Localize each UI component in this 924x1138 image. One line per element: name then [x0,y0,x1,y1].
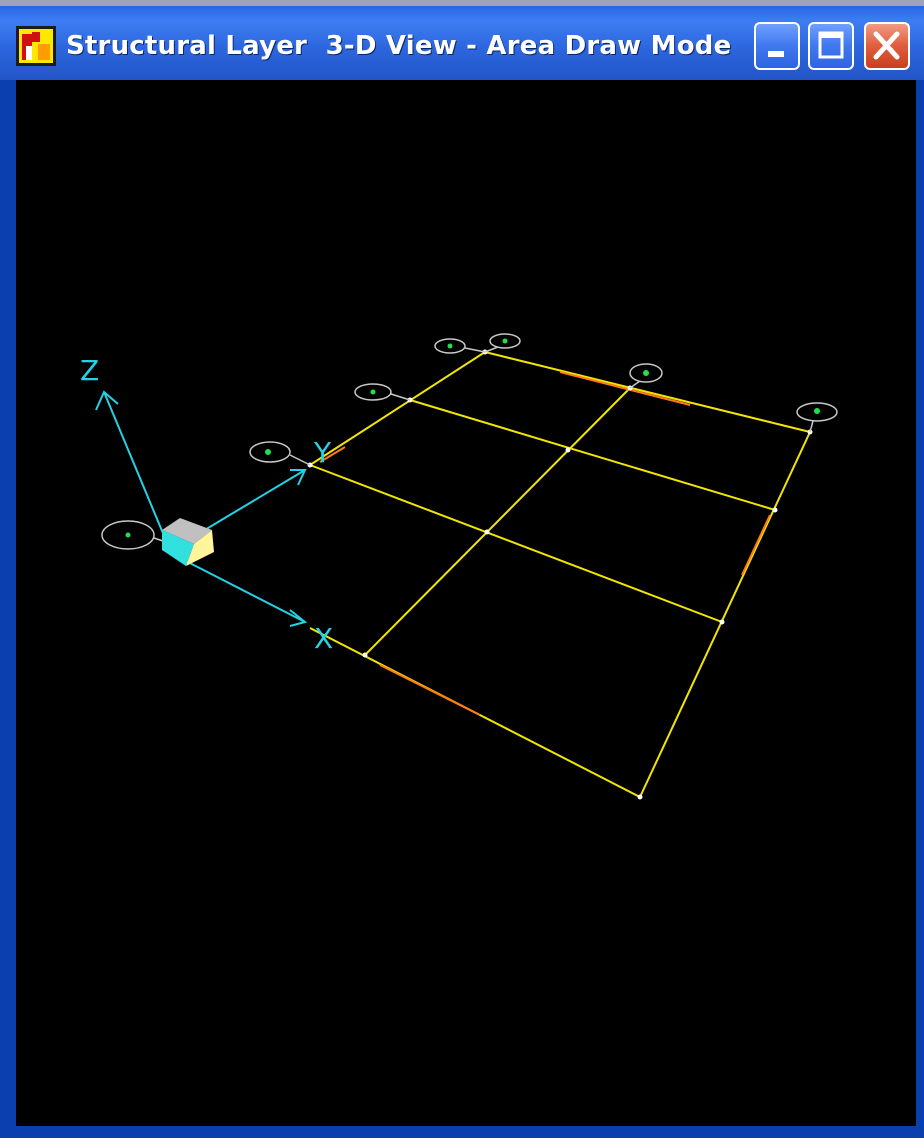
3d-viewport[interactable]: Z Y X [16,80,916,1126]
grid-bubble [101,520,155,550]
node [772,507,778,513]
minimize-button[interactable] [754,22,800,70]
grid-bubble [796,402,838,422]
grid-bubble [249,441,291,463]
y-axis-label: Y [313,436,332,469]
window-border-bottom [0,1126,924,1138]
x-axis-label: X [314,622,333,655]
node [484,529,490,535]
grid-line-3 [309,464,723,623]
window-border-left [0,80,16,1138]
close-button[interactable] [864,22,910,70]
x-axis [179,557,306,623]
window-title: Structural Layer 3-D View - Area Draw Mo… [66,31,732,61]
x-arrow-icon [289,609,308,627]
maximize-icon [818,31,844,59]
grid-line-2 [409,399,776,511]
highlighted-segments [319,371,771,716]
node [719,619,725,625]
grid-bubbles [101,333,838,550]
grid-line-a [309,351,486,466]
close-icon [873,31,900,60]
title-bar[interactable]: Structural Layer 3-D View - Area Draw Mo… [0,6,924,80]
grid-line-1 [484,351,811,433]
node [565,447,571,453]
z-arrow-icon [95,390,119,411]
window-top-edge [0,0,924,6]
grid-line-c [639,431,811,798]
origin-cube-icon [162,518,214,566]
structural-model-scene[interactable]: Z Y X [16,80,916,1126]
app-icon[interactable] [16,26,56,66]
z-axis-label: Z [80,354,99,387]
grid-bubble-dots [125,338,820,538]
node [637,794,643,800]
maximize-button[interactable] [808,22,854,70]
grid-bubble [489,333,521,349]
axis-triad [95,390,308,627]
z-axis [103,391,171,551]
grid-bubble [434,338,466,354]
grid-bubble [354,383,392,401]
node [362,652,368,658]
grid-line-b [364,387,631,656]
grid-bubble [629,363,663,383]
y-arrow-icon [290,469,307,486]
window-border-right [916,80,924,1138]
minimize-icon [768,51,784,57]
grid-lines [309,351,811,798]
